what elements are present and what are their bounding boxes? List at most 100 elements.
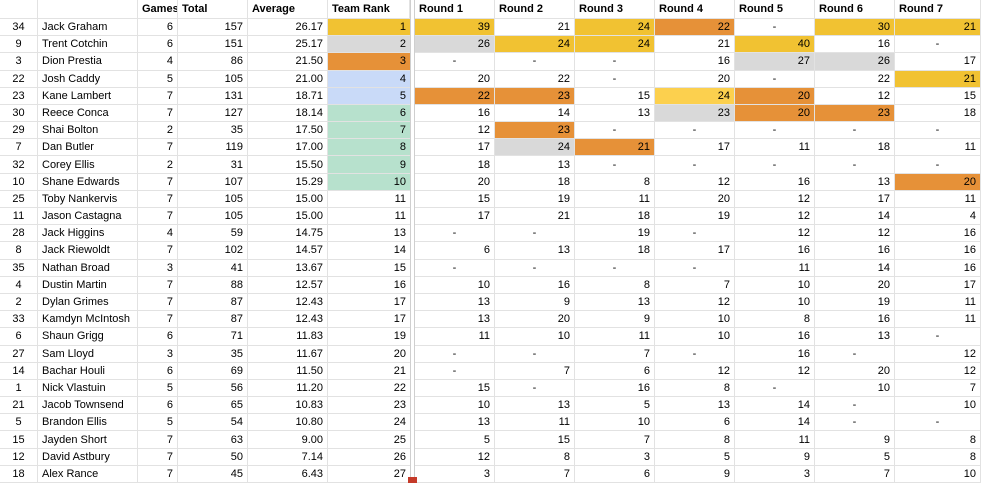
cell-round-1-score[interactable]: 13	[415, 414, 495, 432]
cell-total[interactable]: 105	[178, 208, 248, 226]
cell-round-2-score[interactable]: 18	[495, 173, 575, 191]
cell-games[interactable]: 7	[138, 448, 178, 466]
cell-round-3-score[interactable]: 11	[575, 190, 655, 209]
cell-average[interactable]: 12.57	[248, 276, 328, 294]
cell-round-7-score[interactable]: 16	[895, 242, 981, 260]
cell-round-5-score[interactable]: 16	[735, 173, 815, 191]
cell-round-6-score[interactable]: 9	[815, 431, 895, 449]
cell-round-6-score[interactable]: 17	[815, 190, 895, 209]
cell-round-4-score[interactable]: 10	[655, 328, 735, 346]
cell-round-3-score[interactable]: 13	[575, 104, 655, 123]
cell-round-4-score[interactable]: 19	[655, 208, 735, 226]
cell-average[interactable]: 26.17	[248, 19, 328, 37]
cell-round-1-score[interactable]: 15	[415, 190, 495, 209]
cell-round-3-score[interactable]: 10	[575, 414, 655, 432]
cell-round-2-score[interactable]: 14	[495, 104, 575, 123]
cell-round-5-score[interactable]: 20	[735, 104, 815, 123]
cell-games[interactable]: 7	[138, 293, 178, 312]
cell-jersey-number[interactable]: 5	[0, 414, 38, 432]
cell-average[interactable]: 13.67	[248, 259, 328, 277]
cell-round-5-score[interactable]: 11	[735, 259, 815, 277]
cell-round-4-score[interactable]: 22	[655, 19, 735, 37]
cell-round-1-score[interactable]: 15	[415, 379, 495, 398]
cell-player-name[interactable]: Reece Conca	[38, 104, 138, 123]
cell-round-1-score[interactable]: -	[415, 53, 495, 71]
cell-player-name[interactable]: Shane Edwards	[38, 173, 138, 191]
cell-total[interactable]: 59	[178, 225, 248, 243]
cell-player-name[interactable]: Kane Lambert	[38, 87, 138, 105]
cell-round-5-score[interactable]: 11	[735, 139, 815, 157]
cell-round-3-score[interactable]: 7	[575, 345, 655, 363]
cell-total[interactable]: 65	[178, 397, 248, 415]
cell-round-6-score[interactable]: -	[815, 122, 895, 140]
cell-round-2-score[interactable]: -	[495, 345, 575, 363]
cell-round-5-score[interactable]: -	[735, 122, 815, 140]
cell-average[interactable]: 21.00	[248, 70, 328, 88]
cell-round-2-score[interactable]: 10	[495, 328, 575, 346]
cell-games[interactable]: 5	[138, 70, 178, 88]
cell-team-rank[interactable]: 11	[328, 190, 410, 209]
cell-total[interactable]: 31	[178, 156, 248, 174]
column-header-round-5[interactable]: Round 5	[735, 0, 815, 19]
cell-round-7-score[interactable]: 10	[895, 465, 981, 483]
cell-average[interactable]: 15.00	[248, 208, 328, 226]
cell-average[interactable]: 18.71	[248, 87, 328, 105]
cell-round-6-score[interactable]: 5	[815, 448, 895, 466]
cell-round-2-score[interactable]: 9	[495, 293, 575, 312]
column-header-name[interactable]	[38, 0, 138, 19]
cell-jersey-number[interactable]: 35	[0, 259, 38, 277]
cell-round-6-score[interactable]: -	[815, 345, 895, 363]
cell-team-rank[interactable]: 8	[328, 139, 410, 157]
cell-player-name[interactable]: Dustin Martin	[38, 276, 138, 294]
cell-round-7-score[interactable]: 15	[895, 87, 981, 105]
cell-round-3-score[interactable]: 15	[575, 87, 655, 105]
cell-round-3-score[interactable]: -	[575, 122, 655, 140]
cell-jersey-number[interactable]: 6	[0, 328, 38, 346]
cell-round-4-score[interactable]: -	[655, 122, 735, 140]
cell-round-4-score[interactable]: 6	[655, 414, 735, 432]
cell-round-1-score[interactable]: 12	[415, 122, 495, 140]
cell-total[interactable]: 54	[178, 414, 248, 432]
cell-jersey-number[interactable]: 21	[0, 397, 38, 415]
cell-total[interactable]: 35	[178, 345, 248, 363]
cell-player-name[interactable]: Dan Butler	[38, 139, 138, 157]
column-header-average[interactable]: Average	[248, 0, 328, 19]
cell-round-5-score[interactable]: 10	[735, 293, 815, 312]
cell-round-6-score[interactable]: 7	[815, 465, 895, 483]
cell-games[interactable]: 6	[138, 328, 178, 346]
cell-jersey-number[interactable]: 4	[0, 276, 38, 294]
cell-round-3-score[interactable]: 9	[575, 311, 655, 329]
cell-round-5-score[interactable]: 11	[735, 431, 815, 449]
cell-jersey-number[interactable]: 23	[0, 87, 38, 105]
cell-round-6-score[interactable]: 30	[815, 19, 895, 37]
cell-games[interactable]: 3	[138, 259, 178, 277]
cell-round-6-score[interactable]: 12	[815, 87, 895, 105]
cell-total[interactable]: 119	[178, 139, 248, 157]
cell-games[interactable]: 7	[138, 87, 178, 105]
cell-games[interactable]: 4	[138, 225, 178, 243]
cell-team-rank[interactable]: 27	[328, 465, 410, 483]
cell-round-2-score[interactable]: 24	[495, 139, 575, 157]
cell-average[interactable]: 17.50	[248, 122, 328, 140]
cell-team-rank[interactable]: 6	[328, 104, 410, 123]
cell-average[interactable]: 21.50	[248, 53, 328, 71]
cell-round-3-score[interactable]: 19	[575, 225, 655, 243]
cell-player-name[interactable]: Jason Castagna	[38, 208, 138, 226]
cell-round-7-score[interactable]: -	[895, 156, 981, 174]
cell-team-rank[interactable]: 10	[328, 173, 410, 191]
cell-average[interactable]: 15.00	[248, 190, 328, 209]
cell-total[interactable]: 151	[178, 36, 248, 54]
cell-round-2-score[interactable]: 11	[495, 414, 575, 432]
cell-games[interactable]: 7	[138, 173, 178, 191]
cell-games[interactable]: 4	[138, 53, 178, 71]
cell-games[interactable]: 7	[138, 276, 178, 294]
cell-team-rank[interactable]: 17	[328, 293, 410, 312]
cell-total[interactable]: 35	[178, 122, 248, 140]
cell-round-5-score[interactable]: 12	[735, 190, 815, 209]
cell-jersey-number[interactable]: 2	[0, 293, 38, 312]
cell-round-2-score[interactable]: 7	[495, 465, 575, 483]
cell-round-5-score[interactable]: 16	[735, 328, 815, 346]
cell-round-4-score[interactable]: 23	[655, 104, 735, 123]
cell-jersey-number[interactable]: 7	[0, 139, 38, 157]
cell-player-name[interactable]: Jayden Short	[38, 431, 138, 449]
